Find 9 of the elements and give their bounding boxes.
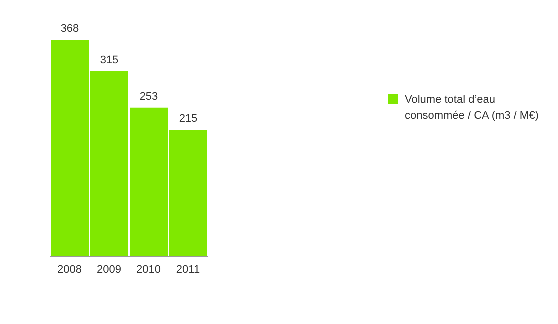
- data-label: 368: [60, 23, 80, 35]
- data-label: 315: [100, 54, 119, 66]
- x-tick-label: 2009: [97, 264, 122, 276]
- x-tick-label: 2008: [58, 264, 82, 276]
- data-label: 215: [179, 113, 198, 126]
- x-tick-label: 2011: [176, 264, 200, 276]
- legend-label: Volume total d’eau consommée / CA (m3 / M€): [405, 93, 540, 124]
- data-label: 253: [140, 90, 158, 103]
- x-tick-label: 2010: [136, 264, 161, 276]
